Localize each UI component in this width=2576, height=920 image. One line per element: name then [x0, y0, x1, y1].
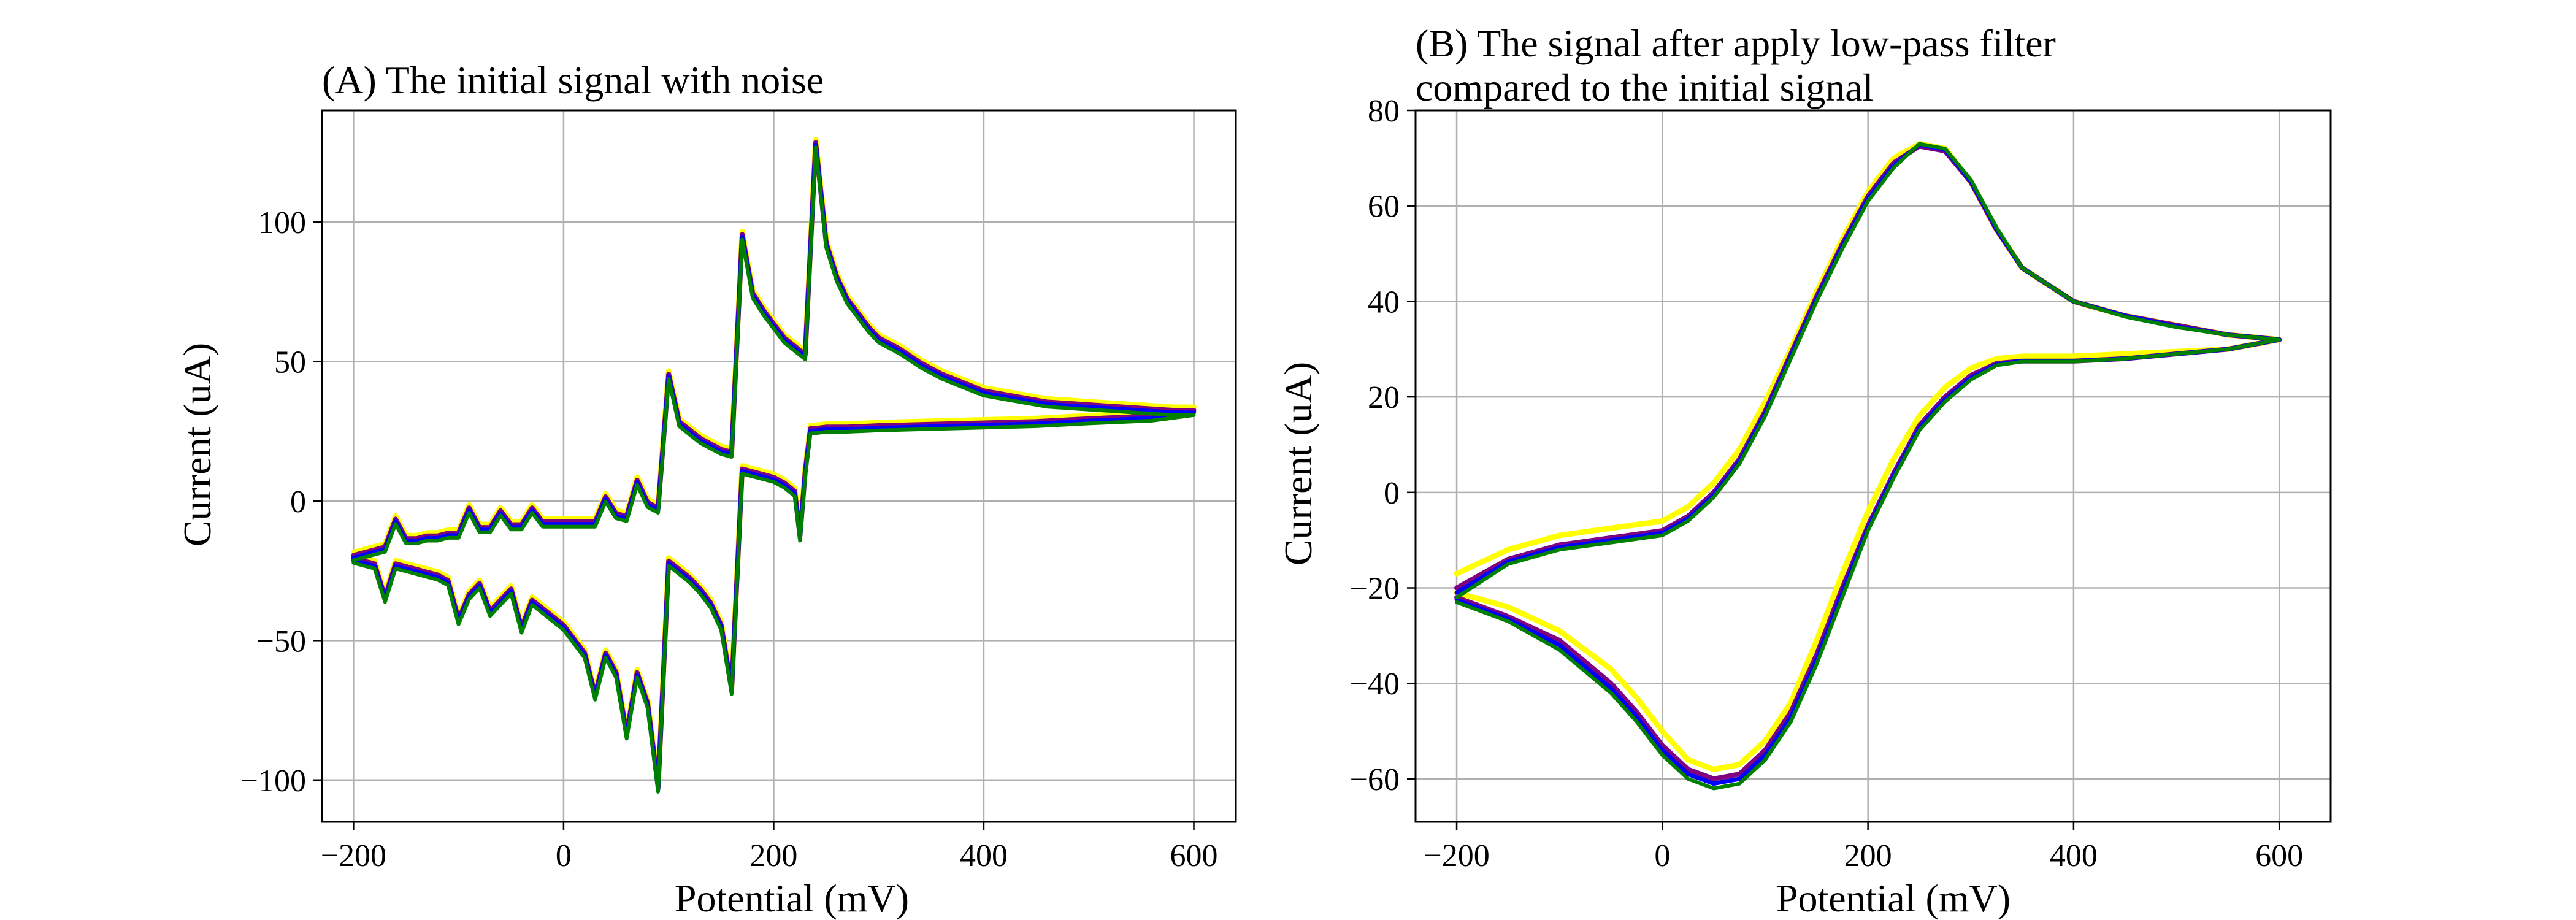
chart-a-x-tick-label: 400: [960, 838, 1008, 873]
chart-a-series-line-4: [351, 145, 1196, 794]
chart-a-series-line-3: [351, 142, 1196, 792]
chart-b-plot-frame: [1414, 109, 2332, 823]
chart-a-x-tick-label: 200: [749, 838, 797, 873]
chart-a-y-tick-label: 100: [258, 205, 306, 240]
chart-a-x-tick-label: 600: [1170, 838, 1217, 873]
chart-a-x-tick-label: −200: [321, 838, 386, 873]
chart-b-series-line-4: [1455, 142, 2282, 791]
chart-b-y-tick-label: 20: [1368, 380, 1400, 415]
chart-panel-a: (A) The initial signal with noise Potent…: [175, 58, 1237, 920]
chart-b-x-tick-label: 200: [1844, 838, 1892, 873]
chart-b-x-tick-label: 0: [1654, 838, 1670, 873]
chart-a-y-tick-label: −50: [256, 624, 306, 659]
chart-a-y-tick-label: 0: [290, 485, 306, 519]
chart-b-y-tick-label: 0: [1384, 476, 1400, 511]
chart-a-title: (A) The initial signal with noise: [322, 58, 824, 102]
chart-a-y-tick-label: 50: [274, 345, 306, 380]
chart-b-y-tick-label: 40: [1368, 285, 1400, 320]
chart-a-plot-frame: [321, 109, 1237, 823]
chart-a-y-axis-label: Current (uA): [175, 343, 219, 546]
chart-b-y-tick-label: 60: [1368, 190, 1400, 224]
chart-b-x-tick-label: 600: [2255, 838, 2303, 873]
chart-b-x-axis-label: Potential (mV): [1776, 876, 2011, 920]
chart-b-x-tick-label: −200: [1424, 838, 1489, 873]
chart-panel-b: (B) The signal after apply low-pass filt…: [1276, 21, 2332, 920]
chart-b-y-tick-label: 80: [1368, 94, 1400, 129]
chart-a-x-axis-label: Potential (mV): [675, 876, 909, 920]
chart-b-y-tick-label: −40: [1350, 667, 1400, 702]
chart-b-y-tick-label: −60: [1350, 762, 1400, 797]
chart-b-title-line-2: compared to the initial signal: [1416, 66, 1873, 109]
chart-b-y-tick-label: −20: [1350, 572, 1400, 607]
chart-a-y-tick-label: −100: [240, 764, 306, 799]
chart-a-x-tick-label: 0: [556, 838, 572, 873]
chart-b-y-axis-label: Current (uA): [1276, 362, 1320, 565]
chart-b-x-tick-label: 400: [2050, 838, 2098, 873]
chart-b-title-line-1: (B) The signal after apply low-pass filt…: [1416, 21, 2056, 65]
